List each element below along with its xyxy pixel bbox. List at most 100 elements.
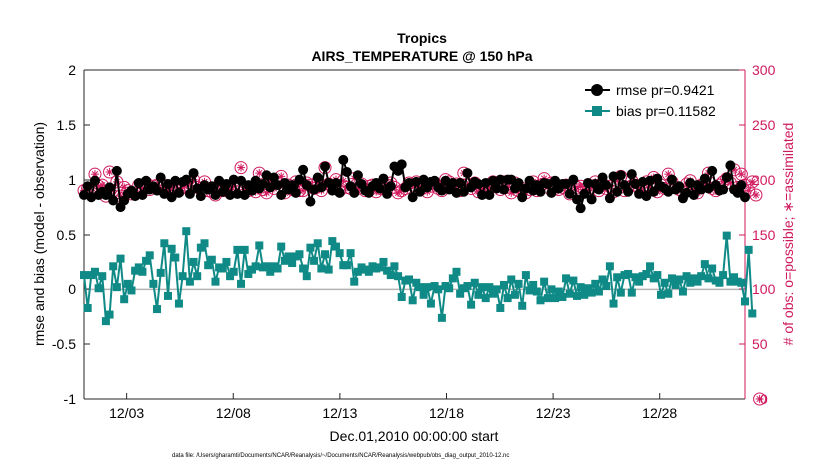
y2-axis-label: # of obs: o=possible; ∗=assimilated [780, 123, 796, 346]
rmse-marker [688, 190, 699, 201]
obs-possible-marker [753, 392, 767, 406]
bias-marker [667, 274, 676, 283]
bias-marker [635, 277, 644, 286]
rmse-marker [166, 192, 177, 203]
bias-marker [328, 237, 337, 246]
bias-marker [149, 279, 158, 288]
y2-tick-label: 200 [752, 172, 776, 188]
bias-marker [697, 272, 706, 281]
bias-marker [583, 284, 592, 293]
rmse-marker [447, 177, 458, 188]
bias-marker [580, 290, 589, 299]
obs-assimilated-stroke [665, 171, 672, 178]
bias-marker [142, 256, 151, 265]
rmse-marker [137, 190, 148, 201]
bias-marker [419, 290, 428, 299]
rmse-marker [206, 181, 217, 192]
chart-subtitle: AIRS_TEMPERATURE @ 150 hPa [311, 48, 532, 64]
bias-marker [277, 242, 286, 251]
bias-marker [489, 289, 498, 298]
bias-marker [364, 267, 373, 276]
bias-marker [94, 284, 103, 293]
rmse-marker [707, 165, 718, 176]
rmse-marker [294, 174, 305, 185]
bias-marker [244, 269, 253, 278]
bias-marker [551, 294, 560, 303]
bias-marker [693, 277, 702, 286]
rmse-marker [535, 186, 546, 197]
bias-marker [587, 288, 596, 297]
rmse-marker [615, 170, 626, 181]
bias-marker [109, 262, 118, 271]
rmse-marker [184, 188, 195, 199]
bias-marker [302, 272, 311, 281]
rmse-marker [626, 169, 637, 180]
bias-marker [262, 262, 271, 271]
rmse-marker [287, 180, 298, 191]
obs-assimilated-stroke [91, 171, 99, 178]
rmse-marker [141, 175, 152, 186]
rmse-marker [586, 194, 597, 205]
bias-marker [646, 262, 655, 271]
bias-marker [602, 282, 611, 291]
bias-marker [233, 245, 242, 254]
bias-marker [737, 278, 746, 287]
bias-marker [350, 277, 359, 286]
rmse-marker [225, 190, 236, 201]
bias-marker [123, 279, 132, 288]
y-tick-label: 0 [68, 281, 76, 297]
bias-marker [426, 299, 435, 308]
y2-tick-label: 0 [760, 391, 768, 407]
rmse-marker [641, 191, 652, 202]
rmse-marker [276, 190, 287, 201]
bias-marker [660, 278, 669, 287]
rmse-marker [593, 184, 604, 195]
bias-marker [503, 294, 512, 303]
bias-marker [295, 250, 304, 259]
rmse-marker [546, 187, 557, 198]
bias-marker [598, 275, 607, 284]
bias-marker [273, 264, 282, 273]
legend-bias-marker [592, 106, 602, 116]
bias-marker [280, 256, 289, 265]
bias-marker [346, 249, 355, 258]
y2-tick-label: 300 [752, 62, 776, 78]
rmse-marker [111, 165, 122, 176]
rmse-marker [349, 187, 360, 198]
bias-marker [569, 276, 578, 285]
y2-tick-label: 150 [752, 227, 776, 243]
rmse-marker [108, 195, 119, 206]
bias-marker [492, 285, 501, 294]
obs-assimilated-stroke [756, 395, 763, 403]
obs-possible-marker [745, 175, 759, 189]
bias-marker [510, 290, 519, 299]
rmse-marker [674, 181, 685, 192]
bias-marker [719, 271, 728, 280]
bias-marker [335, 249, 344, 258]
bias-marker [185, 277, 194, 286]
bias-marker [423, 283, 432, 292]
bias-marker [412, 278, 421, 287]
bias-marker [664, 289, 673, 298]
rmse-marker [721, 172, 732, 183]
bias-marker [83, 303, 92, 312]
bias-marker [518, 301, 527, 310]
bias-marker [204, 261, 213, 270]
rmse-marker [130, 191, 141, 202]
bias-marker [134, 263, 143, 272]
rmse-marker [170, 175, 181, 186]
bias-marker [405, 275, 414, 284]
bias-marker [631, 273, 640, 282]
legend-bias-label: bias pr=0.11582 [616, 103, 716, 119]
rmse-marker [477, 190, 488, 201]
obs-assimilated-stroke [738, 171, 745, 178]
bias-marker [576, 283, 585, 292]
bias-marker [156, 268, 165, 277]
rmse-marker [740, 192, 750, 203]
chart-title: Tropics [397, 30, 447, 46]
bias-marker [218, 264, 227, 273]
bias-marker [540, 277, 549, 286]
y-tick-label: 0.5 [57, 227, 77, 243]
rmse-marker [407, 192, 418, 203]
